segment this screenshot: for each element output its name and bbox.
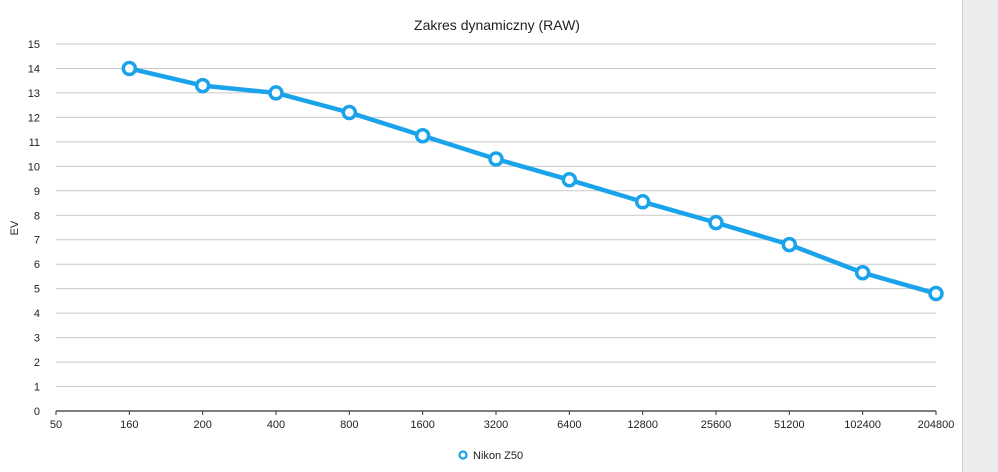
x-tick-label: 51200 <box>774 419 805 431</box>
x-tick-label: 6400 <box>557 419 581 431</box>
y-tick-label: 13 <box>28 88 40 100</box>
x-tick-label: 1600 <box>410 419 434 431</box>
y-tick-label: 8 <box>34 210 40 222</box>
legend-marker-icon <box>458 450 468 460</box>
x-tick-label: 3200 <box>484 419 508 431</box>
data-point[interactable] <box>928 285 944 302</box>
x-tick-label: 50 <box>50 419 62 431</box>
x-axis-ticks: 50 160 200 400 800 1600 3200 6400 12800 25600 5120… <box>50 411 954 431</box>
data-point[interactable] <box>854 265 871 281</box>
data-point[interactable] <box>414 128 431 144</box>
data-point[interactable] <box>194 77 211 94</box>
y-tick-label: 7 <box>34 235 40 247</box>
x-tick-label: 25600 <box>701 419 732 431</box>
x-tick-label: 200 <box>193 419 211 431</box>
y-tick-label: 10 <box>28 161 40 173</box>
legend[interactable]: Nikon Z50 <box>458 450 524 462</box>
data-point[interactable] <box>268 85 284 101</box>
x-tick-label: 12800 <box>627 419 658 431</box>
y-tick-label: 3 <box>34 333 40 345</box>
x-tick-label: 800 <box>340 419 358 431</box>
data-point[interactable] <box>341 104 358 121</box>
x-tick-label: 102400 <box>844 419 881 431</box>
y-tick-label: 4 <box>34 308 40 320</box>
series-nikon-z50 <box>121 60 944 302</box>
x-tick-label: 400 <box>267 419 285 431</box>
x-tick-label: 204800 <box>918 419 955 431</box>
data-point[interactable] <box>561 172 578 188</box>
y-tick-label: 0 <box>34 406 40 418</box>
y-tick-label: 5 <box>34 284 40 296</box>
grid-lines <box>56 43 936 412</box>
y-tick-label: 1 <box>34 382 40 394</box>
x-tick-label: 160 <box>120 419 138 431</box>
data-point[interactable] <box>708 214 724 231</box>
data-point[interactable] <box>488 151 504 167</box>
data-point[interactable] <box>121 60 138 77</box>
y-tick-label: 15 <box>28 39 40 51</box>
window-edge <box>962 0 998 472</box>
y-tick-label: 14 <box>28 63 40 75</box>
series-line <box>127 66 939 296</box>
y-tick-label: 12 <box>28 112 40 124</box>
chart-title: Zakres dynamiczny (RAW) <box>414 17 580 33</box>
data-point[interactable] <box>781 236 798 253</box>
y-tick-label: 2 <box>34 357 40 369</box>
y-tick-label: 11 <box>29 137 40 149</box>
y-axis-label: EV <box>9 220 21 235</box>
y-tick-label: 9 <box>34 186 40 198</box>
data-point[interactable] <box>634 194 651 210</box>
legend-label: Nikon Z50 <box>473 450 523 462</box>
y-tick-label: 6 <box>34 259 40 271</box>
